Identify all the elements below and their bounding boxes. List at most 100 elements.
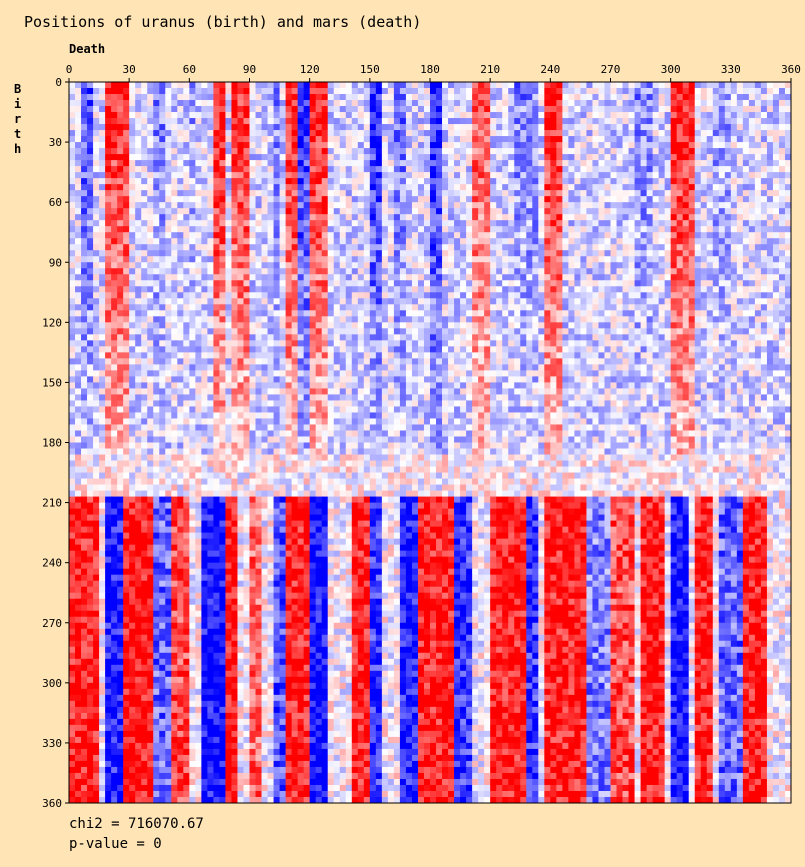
heatmap-cell: [484, 316, 491, 323]
heatmap-cell: [411, 256, 419, 263]
heatmap-cell: [598, 262, 605, 269]
heatmap-cell: [490, 250, 497, 257]
heatmap-cell: [778, 310, 786, 317]
heatmap-cell: [417, 256, 425, 263]
heatmap-cell: [730, 286, 738, 293]
heatmap-cell: [417, 160, 425, 167]
heatmap-cell: [249, 274, 257, 281]
heatmap-cell: [586, 142, 593, 149]
heatmap-cell: [183, 322, 190, 329]
heatmap-cell: [339, 256, 347, 263]
heatmap-cell: [123, 256, 130, 263]
heatmap-cell: [772, 244, 780, 251]
heatmap-cell: [598, 268, 605, 275]
heatmap-cell: [423, 214, 431, 221]
heatmap-cell: [261, 178, 269, 185]
heatmap-cell: [538, 280, 545, 287]
heatmap-cell: [598, 292, 605, 299]
heatmap-cell: [303, 190, 311, 197]
heatmap-cell: [111, 220, 118, 227]
heatmap-cell: [285, 274, 293, 281]
heatmap-cell: [69, 286, 76, 293]
heatmap-cell: [490, 136, 497, 143]
heatmap-cell: [664, 124, 672, 131]
heatmap-cell: [526, 190, 533, 197]
heatmap-cell: [393, 178, 401, 185]
heatmap-cell: [622, 172, 630, 179]
heatmap-cell: [484, 256, 491, 263]
heatmap-cell: [321, 154, 329, 161]
heatmap-cell: [526, 160, 533, 167]
heatmap-cell: [430, 316, 437, 323]
heatmap-cell: [351, 196, 359, 203]
heatmap-cell: [411, 280, 419, 287]
heatmap-cell: [502, 256, 509, 263]
heatmap-cell: [87, 262, 94, 269]
heatmap-cell: [448, 274, 455, 281]
heatmap-cell: [538, 298, 545, 305]
heatmap-cell: [285, 250, 293, 257]
heatmap-cell: [363, 136, 371, 143]
heatmap-cell: [544, 172, 551, 179]
heatmap-cell: [69, 268, 76, 275]
heatmap-cell: [448, 112, 455, 119]
heatmap-cell: [225, 172, 232, 179]
heatmap-cell: [442, 82, 449, 89]
heatmap-cell: [219, 136, 226, 143]
heatmap-cell: [375, 88, 383, 95]
heatmap-cell: [423, 154, 431, 161]
heatmap-cell: [466, 82, 473, 89]
heatmap-cell: [177, 316, 184, 323]
heatmap-cell: [333, 166, 341, 173]
heatmap-cell: [327, 154, 335, 161]
heatmap-cell: [694, 160, 702, 167]
heatmap-cell: [411, 322, 419, 329]
heatmap-cell: [490, 238, 497, 245]
heatmap-cell: [490, 322, 497, 329]
heatmap-cell: [472, 202, 479, 209]
heatmap-cell: [730, 304, 738, 311]
heatmap-cell: [75, 82, 82, 89]
heatmap-cell: [460, 142, 467, 149]
heatmap-cell: [369, 172, 377, 179]
heatmap-cell: [688, 196, 696, 203]
heatmap-cell: [309, 226, 317, 233]
heatmap-cell: [111, 154, 118, 161]
heatmap-cell: [706, 220, 714, 227]
heatmap-cell: [249, 94, 257, 101]
heatmap-cell: [123, 238, 130, 245]
heatmap-cell: [682, 160, 690, 167]
heatmap-cell: [75, 322, 82, 329]
heatmap-cell: [454, 178, 461, 185]
heatmap-cell: [171, 148, 178, 155]
heatmap-cell: [454, 316, 461, 323]
heatmap-cell: [381, 100, 389, 107]
heatmap-cell: [273, 136, 281, 143]
heatmap-cell: [75, 172, 82, 179]
heatmap-cell: [351, 100, 359, 107]
y-tick-label: 180: [42, 437, 62, 450]
heatmap-cell: [478, 280, 485, 287]
heatmap-cell: [165, 148, 172, 155]
heatmap-cell: [616, 310, 624, 317]
heatmap-cell: [496, 298, 503, 305]
heatmap-cell: [652, 94, 660, 101]
heatmap-cell: [580, 166, 587, 173]
heatmap-cell: [135, 184, 142, 191]
heatmap-cell: [303, 304, 311, 311]
heatmap-cell: [183, 250, 190, 257]
heatmap-cell: [784, 130, 792, 137]
heatmap-cell: [514, 94, 521, 101]
heatmap-cell: [123, 94, 130, 101]
heatmap-cell: [237, 106, 244, 113]
heatmap-cell: [508, 166, 515, 173]
heatmap-cell: [243, 106, 250, 113]
heatmap-cell: [93, 238, 100, 245]
heatmap-cell: [147, 214, 154, 221]
heatmap-cell: [339, 178, 347, 185]
heatmap-cell: [430, 232, 437, 239]
heatmap-cell: [303, 82, 311, 89]
heatmap-cell: [442, 268, 449, 275]
heatmap-cell: [604, 196, 611, 203]
heatmap-cell: [448, 310, 455, 317]
